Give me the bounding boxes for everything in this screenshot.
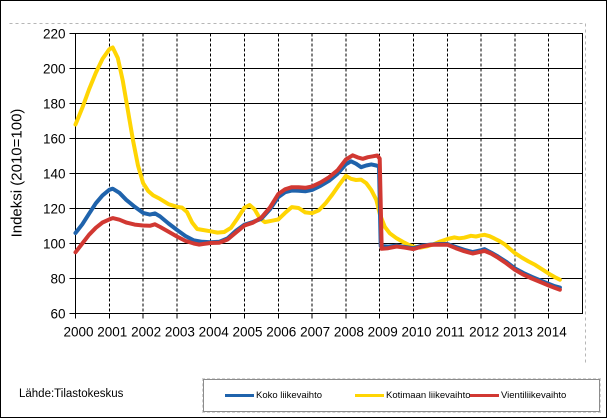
x-axis-ticks: 2000 2001 2002 2003 2004 2005 2006 2007 2008 2009… xyxy=(63,313,568,340)
series-line-kotimaan-liikevaihto xyxy=(73,45,562,282)
source-label: Lähde:Tilastokeskus xyxy=(19,388,124,400)
x-tick-label: 2007 xyxy=(300,325,330,340)
legend-line-swatch-blue xyxy=(225,394,254,397)
legend-label: Vientiliikevaihto xyxy=(501,390,567,401)
legend-line-swatch-yellow xyxy=(355,394,384,397)
legend-box: Koko liikevaihto Kotimaan liikevaihto Vi… xyxy=(202,378,601,413)
legend-label: Koko liikevaihto xyxy=(256,390,323,401)
x-tick-label: 2005 xyxy=(232,325,262,340)
y-tick-label: 120 xyxy=(43,202,66,217)
x-tick-label: 2010 xyxy=(401,325,431,340)
legend-item-kotimaan-liikevaihto: Kotimaan liikevaihto xyxy=(355,380,471,411)
x-tick-label: 2004 xyxy=(199,325,230,340)
x-tick-label: 2006 xyxy=(266,325,296,340)
legend-line-swatch-red xyxy=(470,394,499,397)
y-tick-label: 160 xyxy=(43,132,66,147)
plot-border xyxy=(75,33,583,314)
legend-item-koko-liikevaihto: Koko liikevaihto xyxy=(225,380,322,411)
y-tick-label: 140 xyxy=(43,167,66,182)
x-tick-label: 2011 xyxy=(436,325,465,340)
x-tick-label: 2001 xyxy=(97,325,127,340)
x-tick-label: 2009 xyxy=(368,325,398,340)
y-tick-label: 200 xyxy=(43,62,66,77)
y-tick-label: 100 xyxy=(43,237,66,252)
x-tick-label: 2014 xyxy=(537,325,568,340)
legend-label: Kotimaan liikevaihto xyxy=(386,390,471,401)
legend-item-vientiliikevaihto: Vientiliikevaihto xyxy=(470,380,566,411)
x-tick-label: 2002 xyxy=(131,325,161,340)
x-tick-label: 2008 xyxy=(334,325,364,340)
y-tick-label: 180 xyxy=(43,97,66,112)
chart-frame-dashed xyxy=(9,23,586,364)
x-tick-label: 2013 xyxy=(503,325,533,340)
horizontal-gridlines: 60 80 100 120 140 160 180 200 220 xyxy=(43,27,583,322)
y-tick-label: 220 xyxy=(43,27,66,42)
series-line-vientiliikevaihto xyxy=(73,153,562,292)
x-tick-label: 2012 xyxy=(469,325,499,340)
x-tick-label: 2000 xyxy=(63,325,93,340)
y-tick-label: 80 xyxy=(50,272,65,287)
y-tick-label: 60 xyxy=(50,307,65,322)
x-tick-label: 2003 xyxy=(165,325,195,340)
